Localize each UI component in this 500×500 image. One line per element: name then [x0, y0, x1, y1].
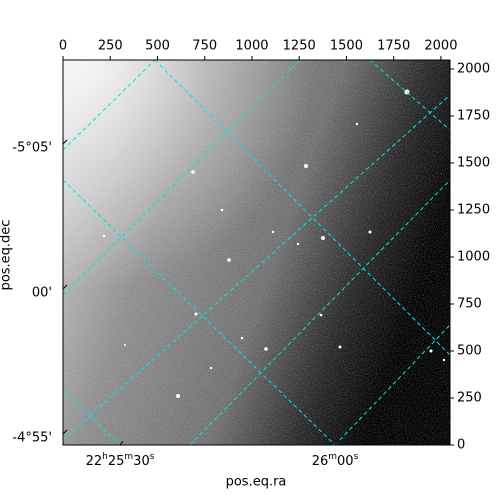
sky-image	[63, 60, 450, 445]
x-tick-label: 1250	[283, 39, 316, 54]
dec-tick	[62, 284, 68, 290]
x-tick-label: 1000	[235, 39, 268, 54]
x-tick-label: 2000	[424, 39, 457, 54]
y-tick-label: 1750	[457, 109, 490, 124]
x-tick-label: 1750	[377, 39, 410, 54]
dec-tick-label: 00'	[32, 286, 52, 301]
dec-tick-label: -4°55'	[12, 431, 52, 446]
ra-tick-label: 22h25m30s	[86, 452, 155, 469]
dec-tick	[62, 139, 68, 145]
coordinate-grid	[63, 60, 450, 445]
y-tick-label: 1000	[457, 250, 490, 265]
x-tick-label: 0	[59, 39, 67, 54]
x-tick-label: 750	[192, 39, 217, 54]
y-tick-label: 2000	[457, 62, 490, 77]
ra-tick	[334, 440, 339, 446]
y-tick-label: 500	[457, 344, 482, 359]
y-tick-label: 750	[457, 297, 482, 312]
dec-tick	[62, 429, 68, 435]
ra-tick-label: 26m00s	[312, 452, 359, 469]
stars	[102, 89, 446, 398]
y-tick-label: 1500	[457, 156, 490, 171]
frame	[62, 59, 451, 446]
y-tick-label: 1250	[457, 203, 490, 218]
dec-tick-label: -5°05'	[12, 141, 52, 156]
x-tick-label: 500	[145, 39, 170, 54]
x-tick-label: 250	[98, 39, 123, 54]
y-axis-label: pos.eq.dec	[0, 220, 14, 291]
ra-tick	[119, 440, 124, 446]
y-tick-label: 0	[457, 438, 465, 453]
y-tick-label: 250	[457, 391, 482, 406]
x-tick-label: 1500	[330, 39, 363, 54]
x-axis-label: pos.eq.ra	[226, 475, 287, 490]
